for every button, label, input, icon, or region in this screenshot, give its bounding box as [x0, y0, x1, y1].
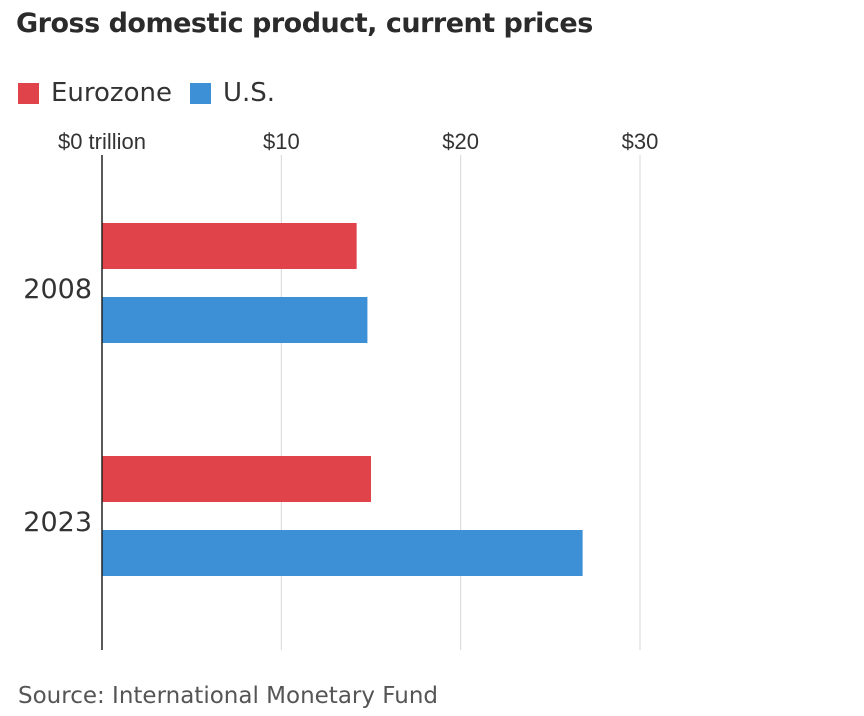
chart-title: Gross domestic product, current prices [16, 8, 593, 39]
bar-us-2008 [102, 297, 368, 343]
bar-us-2023 [102, 530, 583, 576]
x-tick-label-30: $30 [622, 129, 659, 154]
bar-eurozone-2008 [102, 223, 357, 269]
legend: Eurozone U.S. [18, 78, 293, 108]
x-tick-label-20: $20 [442, 129, 479, 154]
x-tick-label-0: $0 trillion [58, 129, 146, 154]
category-label-2023: 2023 [23, 507, 92, 538]
legend-item-us: U.S. [189, 78, 276, 108]
bar-eurozone-2023 [102, 456, 371, 502]
category-label-2008: 2008 [23, 274, 92, 305]
legend-swatch-us [189, 82, 211, 104]
legend-label-eurozone: Eurozone [51, 78, 172, 108]
x-tick-label-10: $10 [263, 129, 300, 154]
legend-label-us: U.S. [222, 78, 276, 108]
legend-swatch-eurozone [18, 82, 39, 104]
legend-item-eurozone: Eurozone [18, 78, 172, 108]
source-note: Source: International Monetary Fund [18, 683, 439, 709]
